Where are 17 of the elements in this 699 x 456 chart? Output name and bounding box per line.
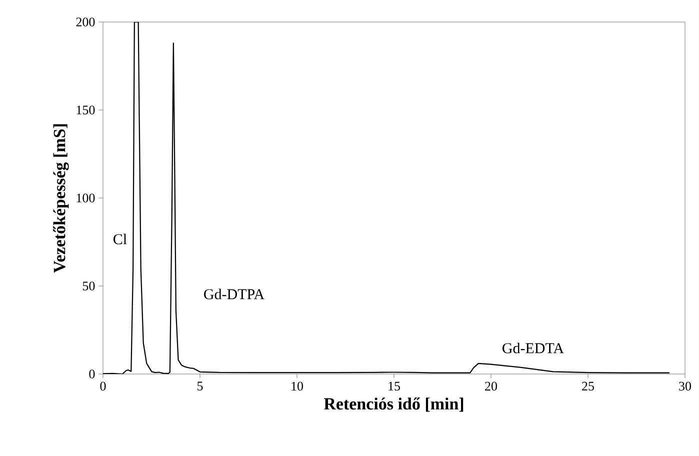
y-tick-label: 50	[82, 282, 95, 290]
x-tick-label: 10	[292, 382, 304, 391]
x-axis-title: Retenciós idő [min]	[324, 397, 464, 412]
x-tick-label: 30	[679, 382, 692, 391]
x-tick-label: 25	[582, 382, 594, 391]
y-tick-label: 150	[76, 106, 95, 114]
annotation: Cl	[114, 234, 127, 244]
y-tick-label: 200	[76, 18, 95, 26]
y-axis-title: Vezetőképesség [mS]	[53, 124, 69, 273]
x-tick-label: 0	[100, 382, 106, 391]
y-tick-label: 100	[76, 194, 95, 202]
x-tick-label: 15	[388, 382, 400, 391]
y-tick-label: 0	[89, 370, 95, 378]
annotation: Gd-DTPA	[204, 288, 264, 300]
annotation: Gd-EDTA	[502, 342, 564, 354]
x-tick-label: 20	[485, 382, 498, 391]
x-tick-label: 5	[198, 382, 203, 390]
